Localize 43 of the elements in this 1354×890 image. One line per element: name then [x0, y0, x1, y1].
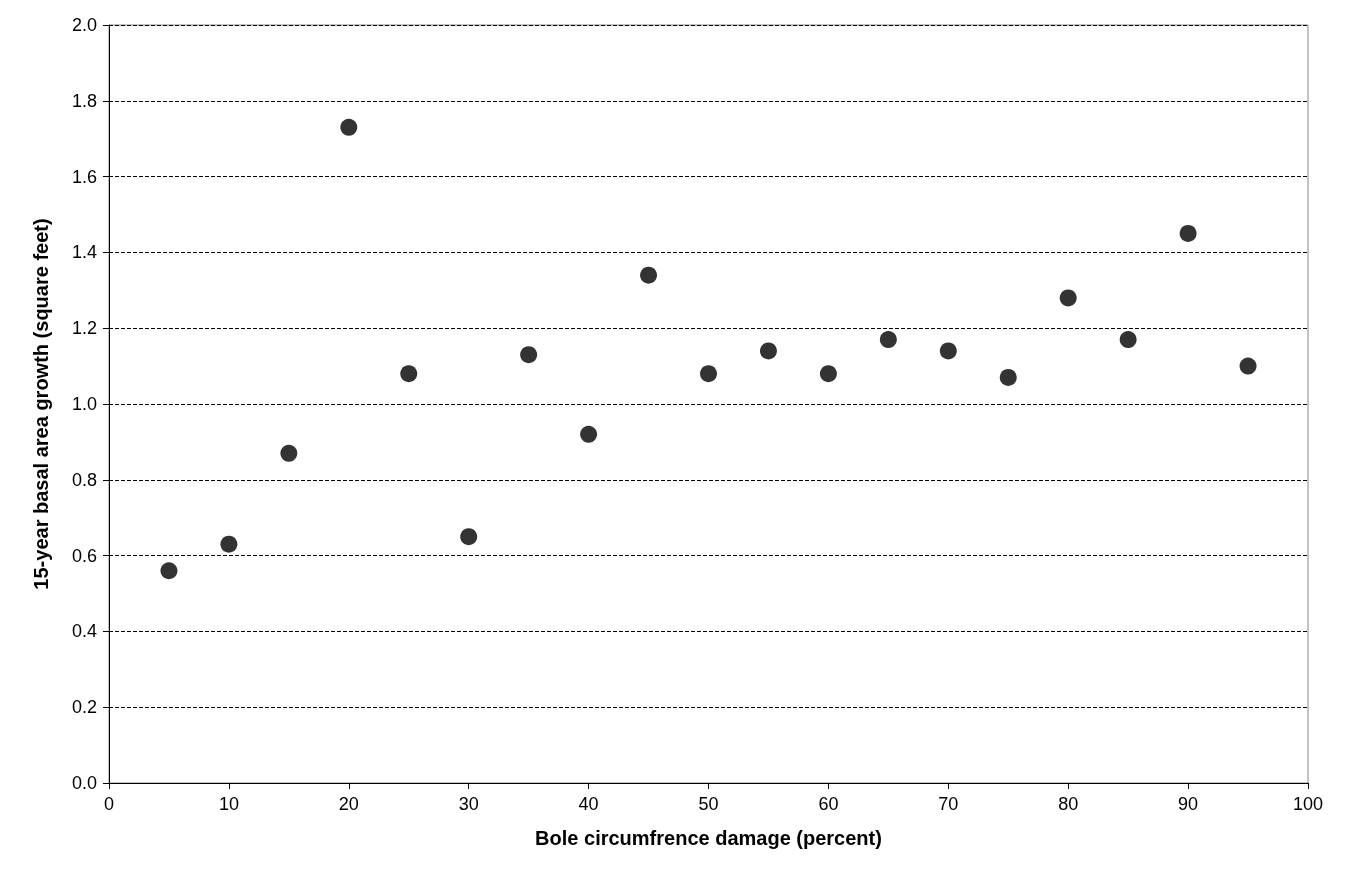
y-axis-title: 15-year basal area growth (square feet) — [30, 218, 52, 590]
point — [700, 365, 717, 383]
y-tick-label: 0.8 — [71, 469, 97, 490]
point — [879, 331, 897, 349]
x-tick-label: 80 — [1058, 794, 1079, 814]
point — [939, 342, 957, 360]
point — [400, 365, 418, 383]
point — [1239, 357, 1257, 375]
x-tick-label: 20 — [338, 794, 359, 814]
y-tick-label: 0.0 — [71, 773, 97, 793]
x-tick-label: 50 — [698, 794, 719, 814]
x-tick-label: 60 — [818, 794, 839, 814]
x-tick-label: 100 — [1292, 794, 1324, 814]
y-tick-label: 0.4 — [71, 621, 97, 642]
x-tick-label: 70 — [938, 794, 959, 814]
y-tick-label: 0.2 — [71, 697, 97, 718]
point — [580, 425, 598, 443]
x-tick-label: 40 — [578, 794, 599, 814]
x-tick-label: 90 — [1178, 794, 1199, 814]
point — [759, 342, 777, 360]
y-tick-label: 1.4 — [71, 242, 97, 263]
point — [819, 365, 837, 383]
y-tick-label: 0.6 — [71, 545, 97, 566]
x-tick-label: 10 — [218, 794, 239, 814]
point — [999, 368, 1017, 386]
point — [640, 266, 658, 284]
y-tick-label: 1.0 — [71, 394, 97, 414]
point — [460, 528, 478, 546]
y-tick-label: 2.0 — [71, 15, 97, 35]
point — [1119, 331, 1137, 349]
point — [1179, 224, 1197, 242]
x-tick-label: 30 — [458, 794, 479, 814]
y-tick-label: 1.2 — [71, 318, 97, 339]
point — [220, 535, 238, 553]
point — [520, 346, 538, 364]
y-tick-label: 1.6 — [71, 166, 97, 187]
y-tick-label: 1.8 — [71, 90, 97, 111]
point — [340, 118, 358, 136]
point — [280, 444, 298, 462]
x-tick-label: 0 — [103, 794, 115, 814]
point — [1059, 289, 1077, 307]
point — [160, 562, 178, 580]
x-axis-title: Bole circumfrence damage (percent) — [535, 827, 882, 849]
